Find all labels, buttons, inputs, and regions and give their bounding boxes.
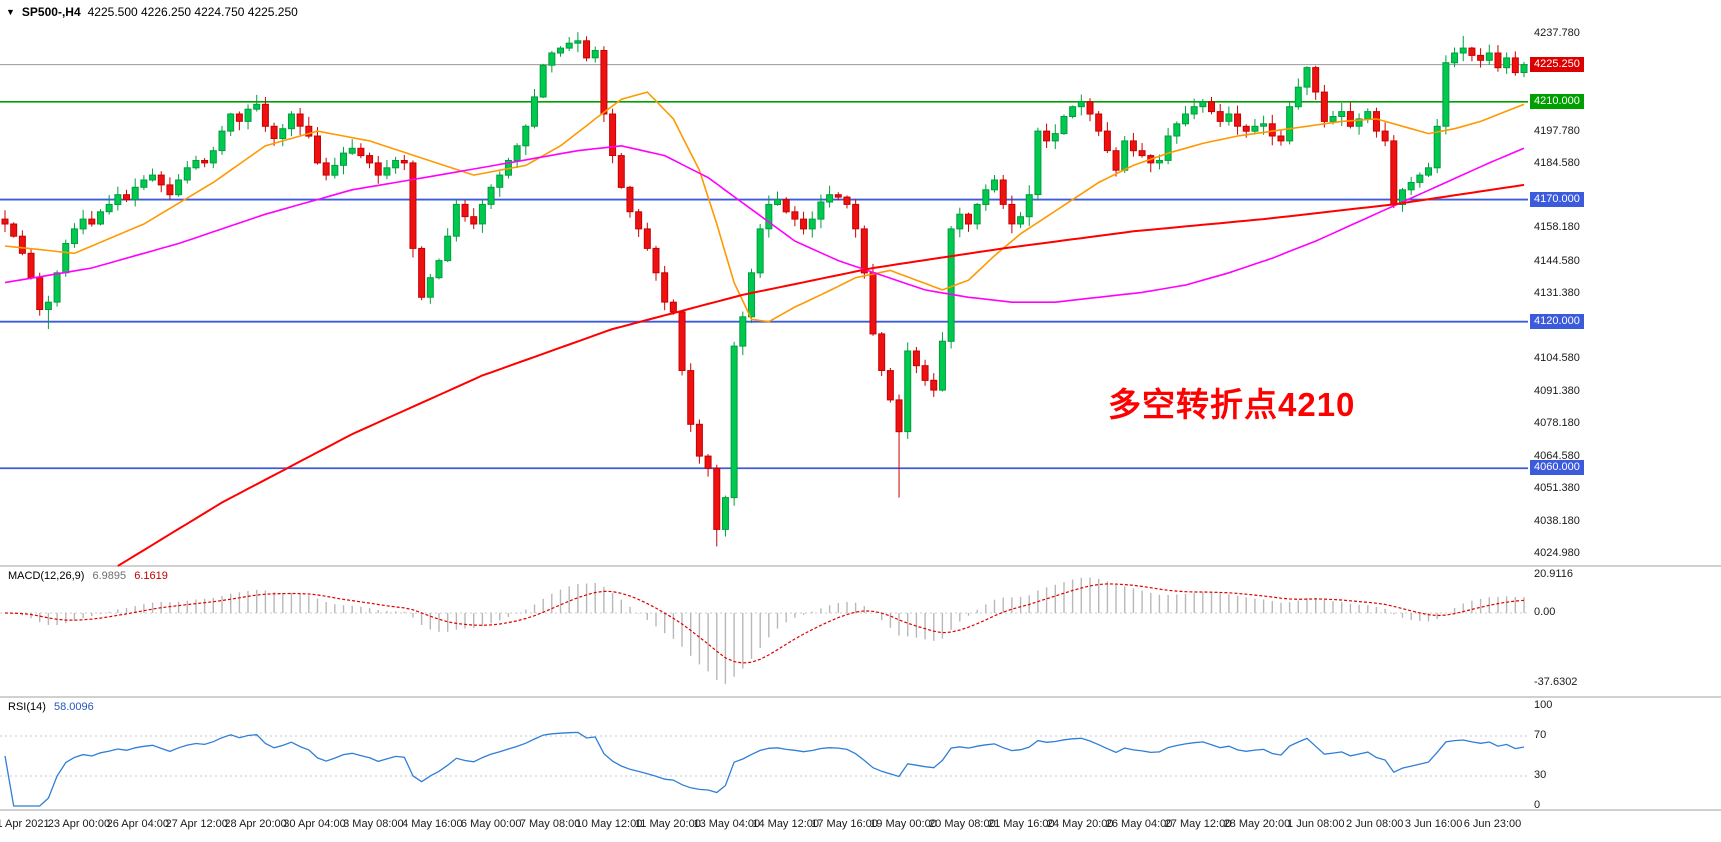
time-axis-label: 23 Apr 00:00 [47,818,111,830]
price-tag: 4210.000 [1530,93,1584,109]
macd-signal-value: 6.1619 [134,570,168,582]
rsi-indicator-label: RSI(14) 58.0096 [8,701,99,713]
time-axis-label: 26 Apr 04:00 [106,818,169,830]
rsi-value: 58.0096 [53,701,94,713]
macd-scale-label: -37.6302 [1534,675,1578,688]
time-axis-label: 27 May 12:00 [1164,818,1232,830]
price-tick-label: 4091.380 [1534,384,1580,397]
price-tick-label: 4131.380 [1534,286,1580,299]
price-tag: 4120.000 [1530,313,1584,329]
price-tick-label: 4064.580 [1534,450,1580,463]
time-axis-label: 24 May 20:00 [1046,818,1114,830]
time-axis-label: 3 Jun 16:00 [1404,818,1463,830]
macd-name: MACD(12,26,9) [8,570,85,582]
time-axis-label: 11 May 20:00 [634,818,701,830]
rsi-scale-label: 0 [1534,799,1541,811]
macd-scale-label: 20.9116 [1534,567,1573,580]
time-axis-label: 21 May 16:00 [987,818,1055,830]
time-axis-label: 4 May 16:00 [402,818,463,830]
time-axis-label: 14 May 12:00 [752,818,820,830]
price-tick-label: 4078.180 [1534,416,1580,429]
ohlc-values: 4225.500 4226.250 4224.750 4225.250 [87,5,298,19]
time-axis-label: 6 May 00:00 [460,818,522,830]
time-axis-label: 13 May 04:00 [693,818,761,830]
time-axis-label: 21 Apr 2021 [0,818,50,830]
time-axis-label: 19 May 00:00 [870,818,937,830]
price-tick-label: 4197.780 [1534,124,1580,137]
price-tick-label: 4237.780 [1534,26,1580,39]
time-axis-label: 6 Jun 23:00 [1463,818,1522,830]
time-axis-label: 1 Jun 08:00 [1287,818,1345,830]
rsi-name: RSI(14) [8,701,46,713]
price-tick-label: 4158.180 [1534,221,1580,234]
price-tick-label: 4024.980 [1534,546,1580,559]
macd-indicator-label: MACD(12,26,9) 6.9895 6.1619 [8,570,173,582]
time-axis-label: 10 May 12:00 [575,818,643,830]
price-tick-label: 4144.580 [1534,254,1580,267]
time-axis-label: 30 Apr 04:00 [283,818,346,830]
rsi-scale-label: 100 [1534,699,1553,711]
macd-scale-label: 0.00 [1534,606,1556,618]
time-axis-label: 20 May 08:00 [929,818,996,830]
macd-main-value: 6.9895 [92,570,127,582]
time-axis-label: 27 Apr 12:00 [165,818,228,830]
time-axis-label: 28 Apr 20:00 [224,818,287,830]
time-axis-label: 3 May 08:00 [343,818,404,830]
price-tag: 4060.000 [1530,460,1584,476]
time-axis-label: 7 May 08:00 [519,818,581,830]
price-tick-label: 4104.580 [1534,352,1580,365]
price-tag: 4225.250 [1530,56,1584,72]
price-tick-label: 4051.380 [1534,482,1580,495]
annotation-text: 多空转折点4210 [1108,386,1356,423]
rsi-scale-label: 70 [1534,729,1547,741]
price-tag: 4170.000 [1530,191,1584,207]
symbol-title: SP500-,H4 [21,5,81,19]
time-axis-label: 26 May 04:00 [1105,818,1173,830]
symbol-dropdown-icon[interactable]: ▼ [6,7,15,17]
time-axis-label: 17 May 16:00 [811,818,878,830]
price-tick-label: 4038.180 [1534,514,1580,527]
time-axis-label: 2 Jun 08:00 [1345,818,1404,830]
time-axis-label: 28 May 20:00 [1223,818,1291,830]
rsi-scale-label: 30 [1534,769,1547,781]
symbol-info-bar: ▼ SP500-,H4 4225.500 4226.250 4224.750 4… [6,5,298,19]
price-tick-label: 4184.580 [1534,156,1580,169]
